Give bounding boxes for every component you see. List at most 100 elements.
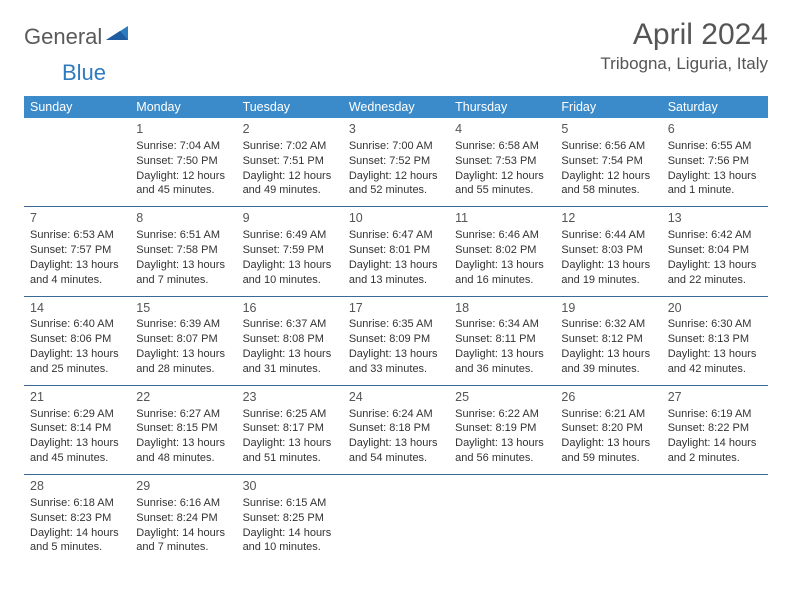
cell-text: and 10 minutes.	[243, 540, 337, 555]
day-number: 8	[136, 210, 230, 227]
cell-text: Sunrise: 6:27 AM	[136, 407, 230, 422]
cell-text: Sunrise: 7:04 AM	[136, 139, 230, 154]
cell-text: Sunrise: 6:37 AM	[243, 317, 337, 332]
location: Tribogna, Liguria, Italy	[600, 54, 768, 74]
cell-text: Sunset: 8:01 PM	[349, 243, 443, 258]
cell-text: Daylight: 13 hours	[668, 347, 762, 362]
cell-text: Sunrise: 6:35 AM	[349, 317, 443, 332]
cell-text: and 19 minutes.	[561, 273, 655, 288]
day-number: 27	[668, 389, 762, 406]
cell-text: and 10 minutes.	[243, 273, 337, 288]
cell-text: Sunset: 8:15 PM	[136, 421, 230, 436]
day-header: Thursday	[449, 96, 555, 118]
day-number: 28	[30, 478, 124, 495]
day-header: Saturday	[662, 96, 768, 118]
cell-text: Daylight: 12 hours	[561, 169, 655, 184]
cell-text: and 4 minutes.	[30, 273, 124, 288]
day-number: 26	[561, 389, 655, 406]
cell-text: and 7 minutes.	[136, 273, 230, 288]
calendar-cell: 6Sunrise: 6:55 AMSunset: 7:56 PMDaylight…	[662, 118, 768, 207]
title-block: April 2024 Tribogna, Liguria, Italy	[600, 18, 768, 74]
day-number: 11	[455, 210, 549, 227]
cell-text: Sunrise: 6:25 AM	[243, 407, 337, 422]
calendar-cell: 8Sunrise: 6:51 AMSunset: 7:58 PMDaylight…	[130, 207, 236, 296]
calendar-row: 7Sunrise: 6:53 AMSunset: 7:57 PMDaylight…	[24, 207, 768, 296]
cell-text: and 39 minutes.	[561, 362, 655, 377]
calendar-cell: 28Sunrise: 6:18 AMSunset: 8:23 PMDayligh…	[24, 475, 130, 564]
day-header: Monday	[130, 96, 236, 118]
day-number: 30	[243, 478, 337, 495]
calendar-cell	[343, 475, 449, 564]
cell-text: Daylight: 13 hours	[136, 347, 230, 362]
cell-text: and 13 minutes.	[349, 273, 443, 288]
day-number: 20	[668, 300, 762, 317]
calendar-cell: 11Sunrise: 6:46 AMSunset: 8:02 PMDayligh…	[449, 207, 555, 296]
cell-text: Sunset: 8:12 PM	[561, 332, 655, 347]
cell-text: Daylight: 13 hours	[668, 258, 762, 273]
logo: General	[24, 18, 130, 50]
cell-text: Daylight: 13 hours	[561, 436, 655, 451]
cell-text: and 1 minute.	[668, 183, 762, 198]
day-header-row: Sunday Monday Tuesday Wednesday Thursday…	[24, 96, 768, 118]
cell-text: and 28 minutes.	[136, 362, 230, 377]
cell-text: Sunset: 8:08 PM	[243, 332, 337, 347]
cell-text: and 45 minutes.	[30, 451, 124, 466]
calendar-cell: 24Sunrise: 6:24 AMSunset: 8:18 PMDayligh…	[343, 385, 449, 474]
cell-text: Daylight: 13 hours	[243, 258, 337, 273]
day-number: 19	[561, 300, 655, 317]
cell-text: Daylight: 13 hours	[349, 258, 443, 273]
cell-text: Sunrise: 6:42 AM	[668, 228, 762, 243]
cell-text: Sunrise: 6:46 AM	[455, 228, 549, 243]
logo-text-gray: General	[24, 24, 102, 50]
day-number: 10	[349, 210, 443, 227]
logo-text-blue: Blue	[62, 60, 106, 86]
calendar-cell: 23Sunrise: 6:25 AMSunset: 8:17 PMDayligh…	[237, 385, 343, 474]
calendar-cell: 29Sunrise: 6:16 AMSunset: 8:24 PMDayligh…	[130, 475, 236, 564]
cell-text: Sunset: 8:22 PM	[668, 421, 762, 436]
cell-text: and 52 minutes.	[349, 183, 443, 198]
cell-text: Sunset: 8:09 PM	[349, 332, 443, 347]
calendar-cell: 14Sunrise: 6:40 AMSunset: 8:06 PMDayligh…	[24, 296, 130, 385]
cell-text: Sunrise: 6:51 AM	[136, 228, 230, 243]
calendar-cell: 27Sunrise: 6:19 AMSunset: 8:22 PMDayligh…	[662, 385, 768, 474]
cell-text: and 51 minutes.	[243, 451, 337, 466]
cell-text: Daylight: 14 hours	[30, 526, 124, 541]
calendar-cell: 15Sunrise: 6:39 AMSunset: 8:07 PMDayligh…	[130, 296, 236, 385]
cell-text: Sunrise: 6:30 AM	[668, 317, 762, 332]
calendar-cell	[662, 475, 768, 564]
cell-text: and 25 minutes.	[30, 362, 124, 377]
day-number: 18	[455, 300, 549, 317]
cell-text: Daylight: 13 hours	[243, 347, 337, 362]
month-title: April 2024	[600, 18, 768, 52]
day-number: 22	[136, 389, 230, 406]
cell-text: Daylight: 13 hours	[136, 436, 230, 451]
cell-text: Sunset: 8:07 PM	[136, 332, 230, 347]
cell-text: Sunset: 7:52 PM	[349, 154, 443, 169]
cell-text: and 54 minutes.	[349, 451, 443, 466]
cell-text: Sunset: 8:06 PM	[30, 332, 124, 347]
cell-text: Sunrise: 6:39 AM	[136, 317, 230, 332]
cell-text: and 2 minutes.	[668, 451, 762, 466]
cell-text: and 16 minutes.	[455, 273, 549, 288]
cell-text: Sunset: 8:04 PM	[668, 243, 762, 258]
cell-text: Sunset: 7:57 PM	[30, 243, 124, 258]
cell-text: Sunrise: 6:18 AM	[30, 496, 124, 511]
calendar-cell	[449, 475, 555, 564]
cell-text: Sunrise: 6:19 AM	[668, 407, 762, 422]
cell-text: Sunrise: 7:00 AM	[349, 139, 443, 154]
cell-text: Sunrise: 6:40 AM	[30, 317, 124, 332]
calendar-cell	[555, 475, 661, 564]
cell-text: and 55 minutes.	[455, 183, 549, 198]
cell-text: Sunset: 7:51 PM	[243, 154, 337, 169]
cell-text: and 49 minutes.	[243, 183, 337, 198]
cell-text: Sunrise: 6:58 AM	[455, 139, 549, 154]
cell-text: Daylight: 12 hours	[455, 169, 549, 184]
day-header: Tuesday	[237, 96, 343, 118]
cell-text: and 31 minutes.	[243, 362, 337, 377]
day-number: 29	[136, 478, 230, 495]
cell-text: Sunrise: 6:15 AM	[243, 496, 337, 511]
cell-text: Sunrise: 6:55 AM	[668, 139, 762, 154]
cell-text: Daylight: 13 hours	[455, 258, 549, 273]
day-number: 23	[243, 389, 337, 406]
day-number: 1	[136, 121, 230, 138]
